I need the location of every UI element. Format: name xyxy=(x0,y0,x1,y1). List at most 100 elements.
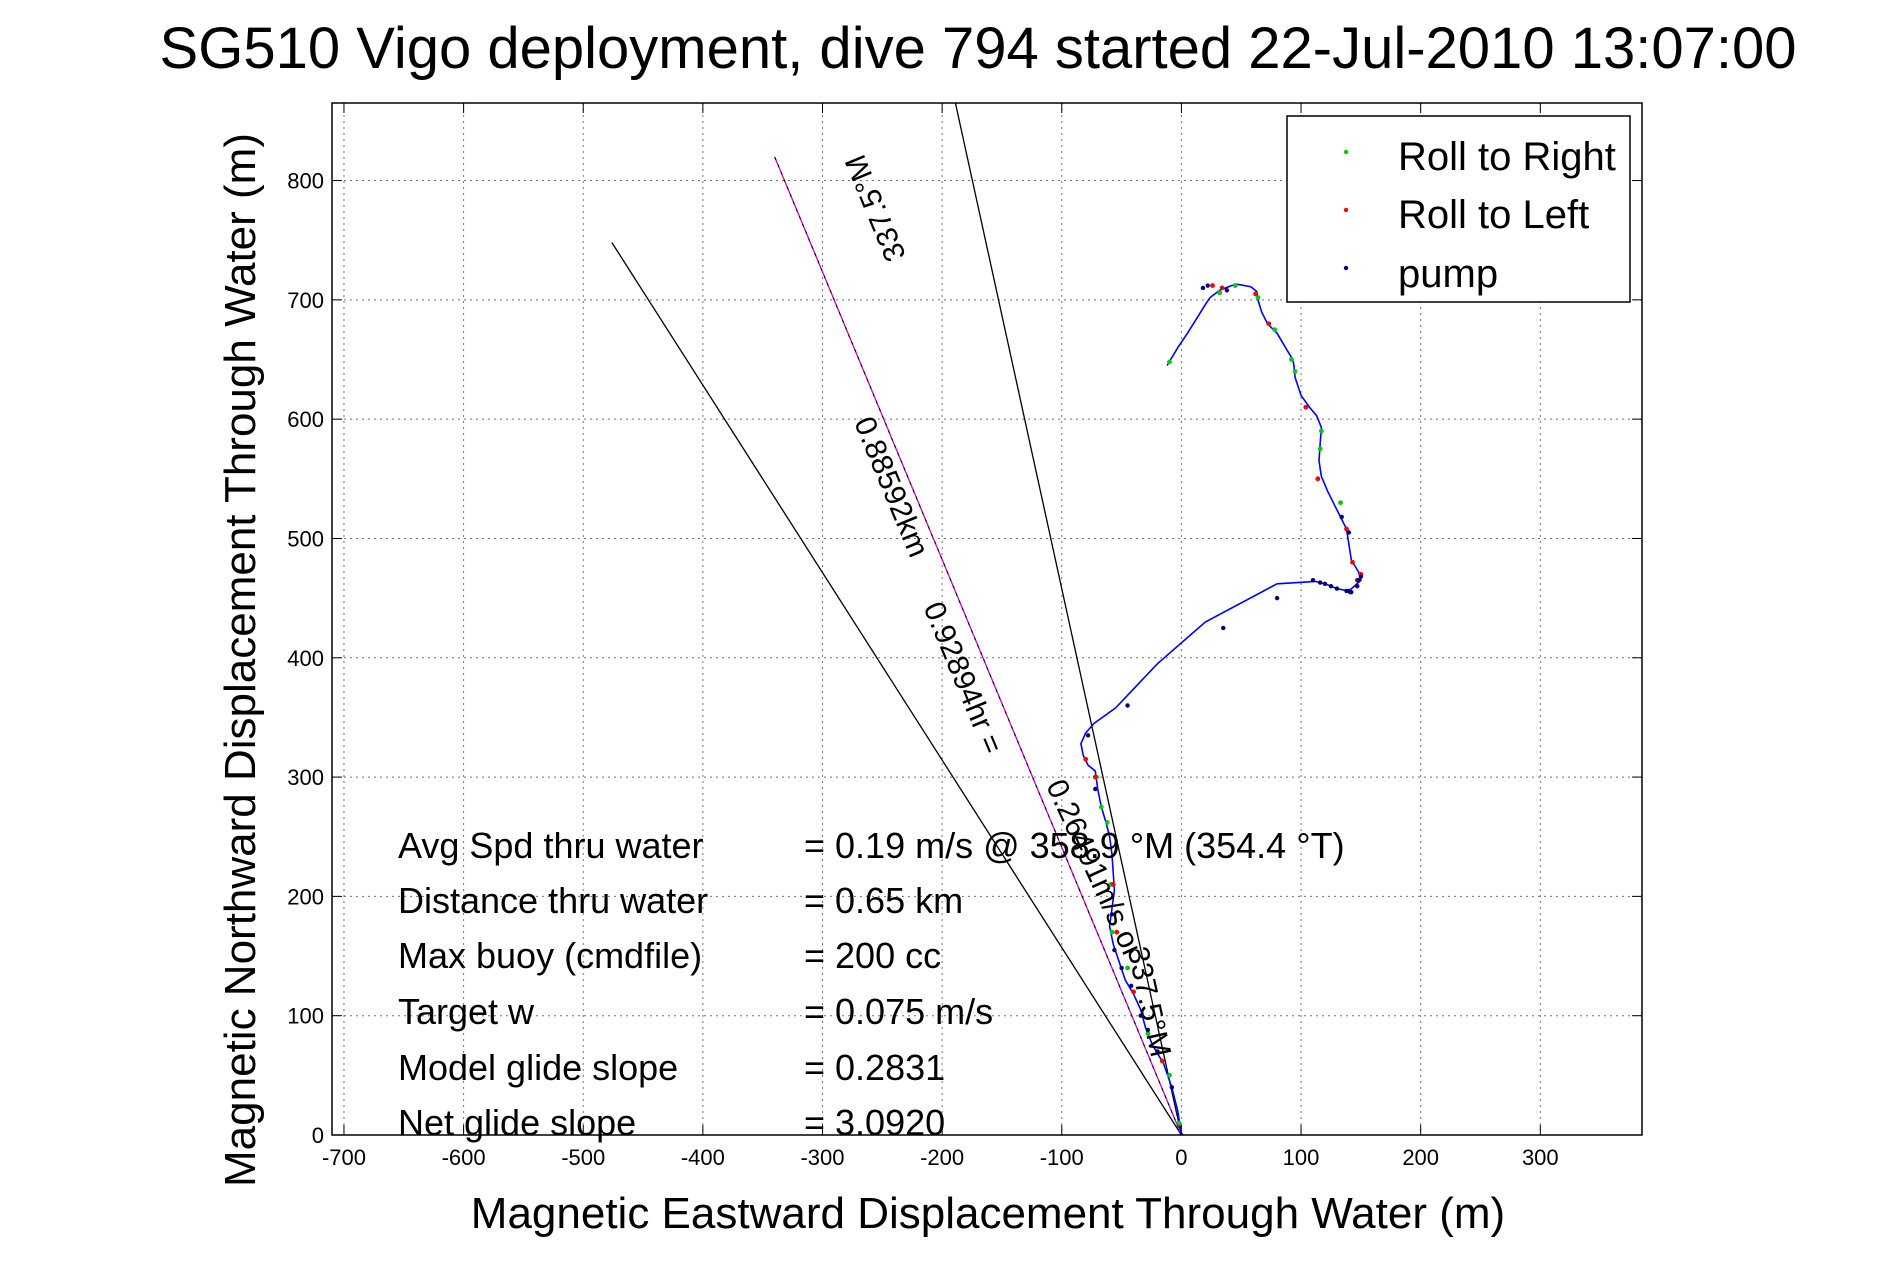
pump-point xyxy=(1200,285,1206,291)
pump-point xyxy=(1339,514,1344,520)
pump-point xyxy=(1109,912,1115,917)
y-axis-label: Magnetic Northward Displacement Through … xyxy=(216,133,265,1187)
grid xyxy=(332,103,1642,1136)
x-tick-label: -400 xyxy=(681,1145,725,1170)
pump-point xyxy=(1224,288,1230,293)
predicted-course-dash xyxy=(774,156,1182,1135)
stat-value-net-glide: = 3.0920 xyxy=(804,1102,945,1143)
pump-point xyxy=(1138,1013,1143,1018)
y-tick-label: 300 xyxy=(287,765,324,790)
roll-left-point xyxy=(1114,929,1120,935)
x-tick-label: -200 xyxy=(920,1145,964,1170)
roll-right-point xyxy=(1272,327,1278,333)
pump-point xyxy=(1358,574,1364,579)
stat-value-model-glide: = 0.2831 xyxy=(804,1047,945,1088)
legend-marker-roll-right xyxy=(1343,149,1349,155)
roll-left-point xyxy=(1266,321,1272,327)
roll-left-point xyxy=(1210,283,1215,288)
roll-right-point xyxy=(1167,1072,1172,1078)
roll-right-point xyxy=(1317,446,1323,452)
pump-point xyxy=(1317,580,1323,585)
pump-point xyxy=(1085,733,1091,738)
y-tick-label: 600 xyxy=(287,407,324,432)
roll-right-point xyxy=(1255,295,1261,300)
y-tick-label: 200 xyxy=(287,884,324,909)
legend: Roll to Right Roll to Left pump xyxy=(1286,115,1631,303)
heading-line-1 xyxy=(954,103,1183,1135)
legend-label-roll-left: Roll to Left xyxy=(1398,193,1589,237)
pump-point xyxy=(1145,1027,1151,1033)
y-tick-label: 100 xyxy=(287,1004,324,1029)
dive-statistics: Avg Spd thru water = 0.19 m/s @ 358.9 °M… xyxy=(398,825,1345,1143)
pump-point xyxy=(1346,530,1352,535)
x-tick-label: 300 xyxy=(1522,1145,1559,1170)
stat-value-max-buoy: = 200 cc xyxy=(804,935,941,976)
pump-point xyxy=(1112,947,1117,953)
pump-point xyxy=(1334,586,1340,591)
pump-point xyxy=(1274,595,1280,601)
pump-point xyxy=(1128,983,1134,989)
stat-label-net-glide: Net glide slope xyxy=(398,1102,636,1143)
plot-area xyxy=(611,103,1364,1135)
x-tick-label: -300 xyxy=(800,1145,844,1170)
roll-left-point xyxy=(1092,774,1098,780)
roll-left-point xyxy=(1083,756,1089,762)
y-tick-label: 500 xyxy=(287,526,324,551)
roll-left-point xyxy=(1159,1058,1165,1064)
roll-right-point xyxy=(1318,428,1324,434)
legend-label-pump: pump xyxy=(1398,252,1498,296)
pump-point xyxy=(1169,1085,1175,1090)
x-tick-label: -500 xyxy=(561,1145,605,1170)
roll-right-point xyxy=(1098,804,1104,810)
x-axis-label: Magnetic Eastward Displacement Through W… xyxy=(471,1189,1505,1238)
roll-right-point xyxy=(1217,290,1223,296)
roll-left-point xyxy=(1110,882,1116,887)
roll-left-point xyxy=(1344,526,1349,532)
roll-right-point xyxy=(1167,359,1172,365)
roll-left-point xyxy=(1219,285,1225,291)
roll-left-point xyxy=(1315,476,1321,482)
y-tick-label: 800 xyxy=(287,169,324,194)
pump-point xyxy=(1125,703,1130,708)
roll-left-point xyxy=(1253,291,1258,297)
pump-point xyxy=(1093,786,1098,792)
axis-ticks: -700 -600 -500 -400 -300 -200 -100 0 100 200 300 0 1… xyxy=(287,103,1642,1170)
stat-value-target-w: = 0.075 m/s xyxy=(804,991,993,1032)
legend-marker-pump xyxy=(1343,265,1349,271)
stat-label-target-w: Target w xyxy=(398,991,535,1032)
x-tick-label: 200 xyxy=(1402,1145,1439,1170)
pump-point xyxy=(1355,583,1360,589)
roll-left-point xyxy=(1350,559,1355,565)
x-tick-label: -700 xyxy=(322,1145,366,1170)
y-tick-label: 400 xyxy=(287,646,324,671)
roll-left-point xyxy=(1303,404,1309,410)
stat-label-max-buoy: Max buoy (cmdfile) xyxy=(398,935,702,976)
roll-right-point xyxy=(1176,1120,1182,1126)
pump-point xyxy=(1119,965,1124,971)
pump-point xyxy=(1322,581,1328,587)
roll-right-point xyxy=(1292,369,1298,374)
roll-right-point xyxy=(1109,929,1115,935)
roll-right-point xyxy=(1104,820,1110,825)
roll-left-point xyxy=(1131,989,1136,995)
pump-point xyxy=(1310,578,1316,583)
x-tick-label: 0 xyxy=(1175,1145,1187,1170)
roll-right-point xyxy=(1145,1031,1151,1036)
y-tick-label: 700 xyxy=(287,288,324,313)
stat-label-model-glide: Model glide slope xyxy=(398,1047,678,1088)
stat-label-distance: Distance thru water xyxy=(398,880,708,921)
x-tick-label: -600 xyxy=(442,1145,486,1170)
x-tick-label: 100 xyxy=(1283,1145,1320,1170)
heading-line-0 xyxy=(611,242,1182,1135)
pump-point xyxy=(1155,1049,1160,1054)
legend-label-roll-right: Roll to Right xyxy=(1398,135,1616,179)
pump-point xyxy=(1221,625,1226,631)
y-tick-label: 0 xyxy=(312,1123,324,1148)
stat-label-avg-speed: Avg Spd thru water xyxy=(398,825,704,866)
pump-point xyxy=(1205,283,1210,288)
chart-title: SG510 Vigo deployment, dive 794 started … xyxy=(160,16,1797,81)
pump-point xyxy=(1356,578,1361,583)
legend-marker-roll-left xyxy=(1343,207,1349,213)
pump-point xyxy=(1328,583,1334,589)
